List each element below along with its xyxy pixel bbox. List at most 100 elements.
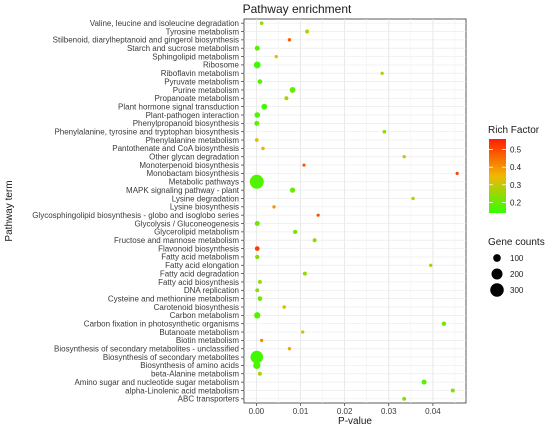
data-point (289, 187, 296, 193)
y-tick-label: Butanoate metabolism (159, 328, 239, 337)
data-point (402, 396, 407, 401)
data-point (253, 361, 261, 370)
data-point (301, 330, 305, 334)
y-tick-label: Pyruvate metabolism (164, 77, 239, 86)
data-point (274, 54, 278, 59)
y-tick-label: Carbon metabolism (170, 311, 240, 320)
y-tick-label: Glycolysis / Gluconeogenesis (135, 219, 240, 228)
y-tick-label: Stilbenoid, diarylheptanoid and gingerol… (53, 36, 239, 45)
y-tick-label: Starch and sucrose metabolism (127, 44, 239, 53)
x-tick-label: 0.04 (425, 407, 441, 416)
y-axis-ticks: Valine, leucine and isoleucine degradati… (32, 19, 244, 404)
colorbar-tick-label: 0.4 (510, 163, 522, 172)
gene-count-legend-label: 300 (510, 286, 524, 295)
data-point (255, 254, 260, 260)
y-tick-label: Plant-pathogen interaction (146, 111, 239, 120)
colorbar-tick-label: 0.2 (510, 198, 522, 207)
y-tick-label: Lysine degradation (172, 194, 239, 203)
y-tick-label: Biosynthesis of secondary metabolites (103, 353, 239, 362)
data-point (257, 371, 262, 376)
data-point (380, 71, 384, 75)
data-point (450, 388, 455, 393)
y-tick-label: Riboflavin metabolism (161, 69, 240, 78)
data-point (257, 296, 263, 301)
x-tick-label: 0.03 (381, 407, 397, 416)
rich-factor-ticks: 0.5 0.4 0.3 0.2 (489, 146, 522, 207)
data-point (289, 87, 296, 93)
data-point (254, 246, 260, 251)
data-point (253, 61, 261, 69)
data-point (287, 38, 292, 42)
data-points (249, 21, 459, 401)
gene-count-legend-dot (493, 254, 501, 262)
data-point (287, 347, 292, 351)
gene-count-legend-label: 100 (510, 254, 524, 263)
y-tick-label: Phenylalanine, tyrosine and tryptophan b… (54, 127, 239, 136)
y-tick-label: Biotin metabolism (176, 336, 239, 345)
x-tick-label: 0.02 (337, 407, 353, 416)
data-point (411, 196, 415, 201)
data-point (272, 205, 276, 209)
gene-counts-legend: Gene counts 100 200 300 (488, 237, 545, 297)
gene-counts-legend-title: Gene counts (488, 237, 545, 248)
data-point (293, 229, 298, 235)
y-axis-label: Pathway term (4, 180, 15, 241)
data-point (254, 138, 259, 142)
gene-count-legend-dot (490, 283, 504, 297)
y-tick-label: Glycosphingolipid biosynthesis - globo a… (32, 211, 239, 220)
data-point (441, 321, 447, 326)
data-point (259, 338, 264, 343)
data-point (305, 29, 310, 34)
y-tick-label: Purine metabolism (173, 86, 240, 95)
rich-factor-colorbar (489, 139, 506, 213)
y-tick-label: Amino sugar and nucleotide sugar metabol… (74, 378, 239, 387)
grid-lines (244, 19, 466, 403)
data-point (312, 238, 317, 243)
y-tick-label: Lysine biosynthesis (170, 203, 239, 212)
data-point (429, 263, 433, 267)
y-tick-label: MAPK signaling pathway - plant (126, 186, 240, 195)
y-tick-label: Fatty acid degradation (160, 269, 239, 278)
data-point (250, 350, 264, 364)
data-point (302, 163, 306, 167)
rich-factor-legend-title: Rich Factor (488, 125, 540, 136)
y-tick-label: Fatty acid biosynthesis (158, 278, 239, 287)
plot-panel (243, 18, 467, 404)
colorbar-tick-label: 0.3 (510, 181, 522, 190)
data-point (282, 305, 286, 309)
y-tick-label: Flavonoid biosynthesis (158, 244, 239, 253)
data-point (382, 129, 387, 134)
x-tick-label: 0.01 (293, 407, 309, 416)
data-point (421, 379, 427, 385)
data-point (254, 221, 260, 227)
y-tick-label: Plant hormone signal transduction (118, 102, 239, 111)
y-tick-label: Other glycan degradation (149, 153, 239, 162)
data-point (284, 96, 289, 101)
y-tick-label: beta-Alanine metabolism (151, 370, 239, 379)
gene-count-legend-dot (491, 268, 503, 280)
data-point (261, 146, 265, 151)
y-tick-label: DNA replication (184, 286, 239, 295)
data-point (257, 79, 263, 84)
data-point (254, 312, 261, 319)
data-point (261, 103, 268, 110)
y-tick-label: Propanoate metabolism (155, 94, 240, 103)
y-tick-label: Fructose and mannose metabolism (114, 236, 239, 245)
y-tick-label: Phenylalanine metabolism (146, 136, 240, 145)
y-tick-label: ABC transporters (178, 395, 239, 404)
gene-count-legend-label: 200 (510, 270, 524, 279)
y-tick-label: Sphingolipid metabolism (152, 52, 239, 61)
y-tick-label: alpha-Linolenic acid metabolism (125, 386, 239, 395)
y-tick-label: Fatty acid elongation (165, 261, 239, 270)
y-tick-label: Glycerolipid metabolism (154, 228, 239, 237)
y-tick-label: Fatty acid metabolism (161, 253, 239, 262)
y-tick-label: Ribosome (203, 61, 240, 70)
y-tick-label: Valine, leucine and isoleucine degradati… (90, 19, 239, 28)
data-point (254, 120, 260, 126)
y-tick-label: Biosynthesis of amino acids (140, 361, 239, 370)
data-point (254, 45, 260, 51)
y-tick-label: Biosynthesis of secondary metabolites - … (54, 345, 239, 354)
data-point (455, 171, 459, 176)
y-tick-label: Metabolic pathways (169, 178, 239, 187)
